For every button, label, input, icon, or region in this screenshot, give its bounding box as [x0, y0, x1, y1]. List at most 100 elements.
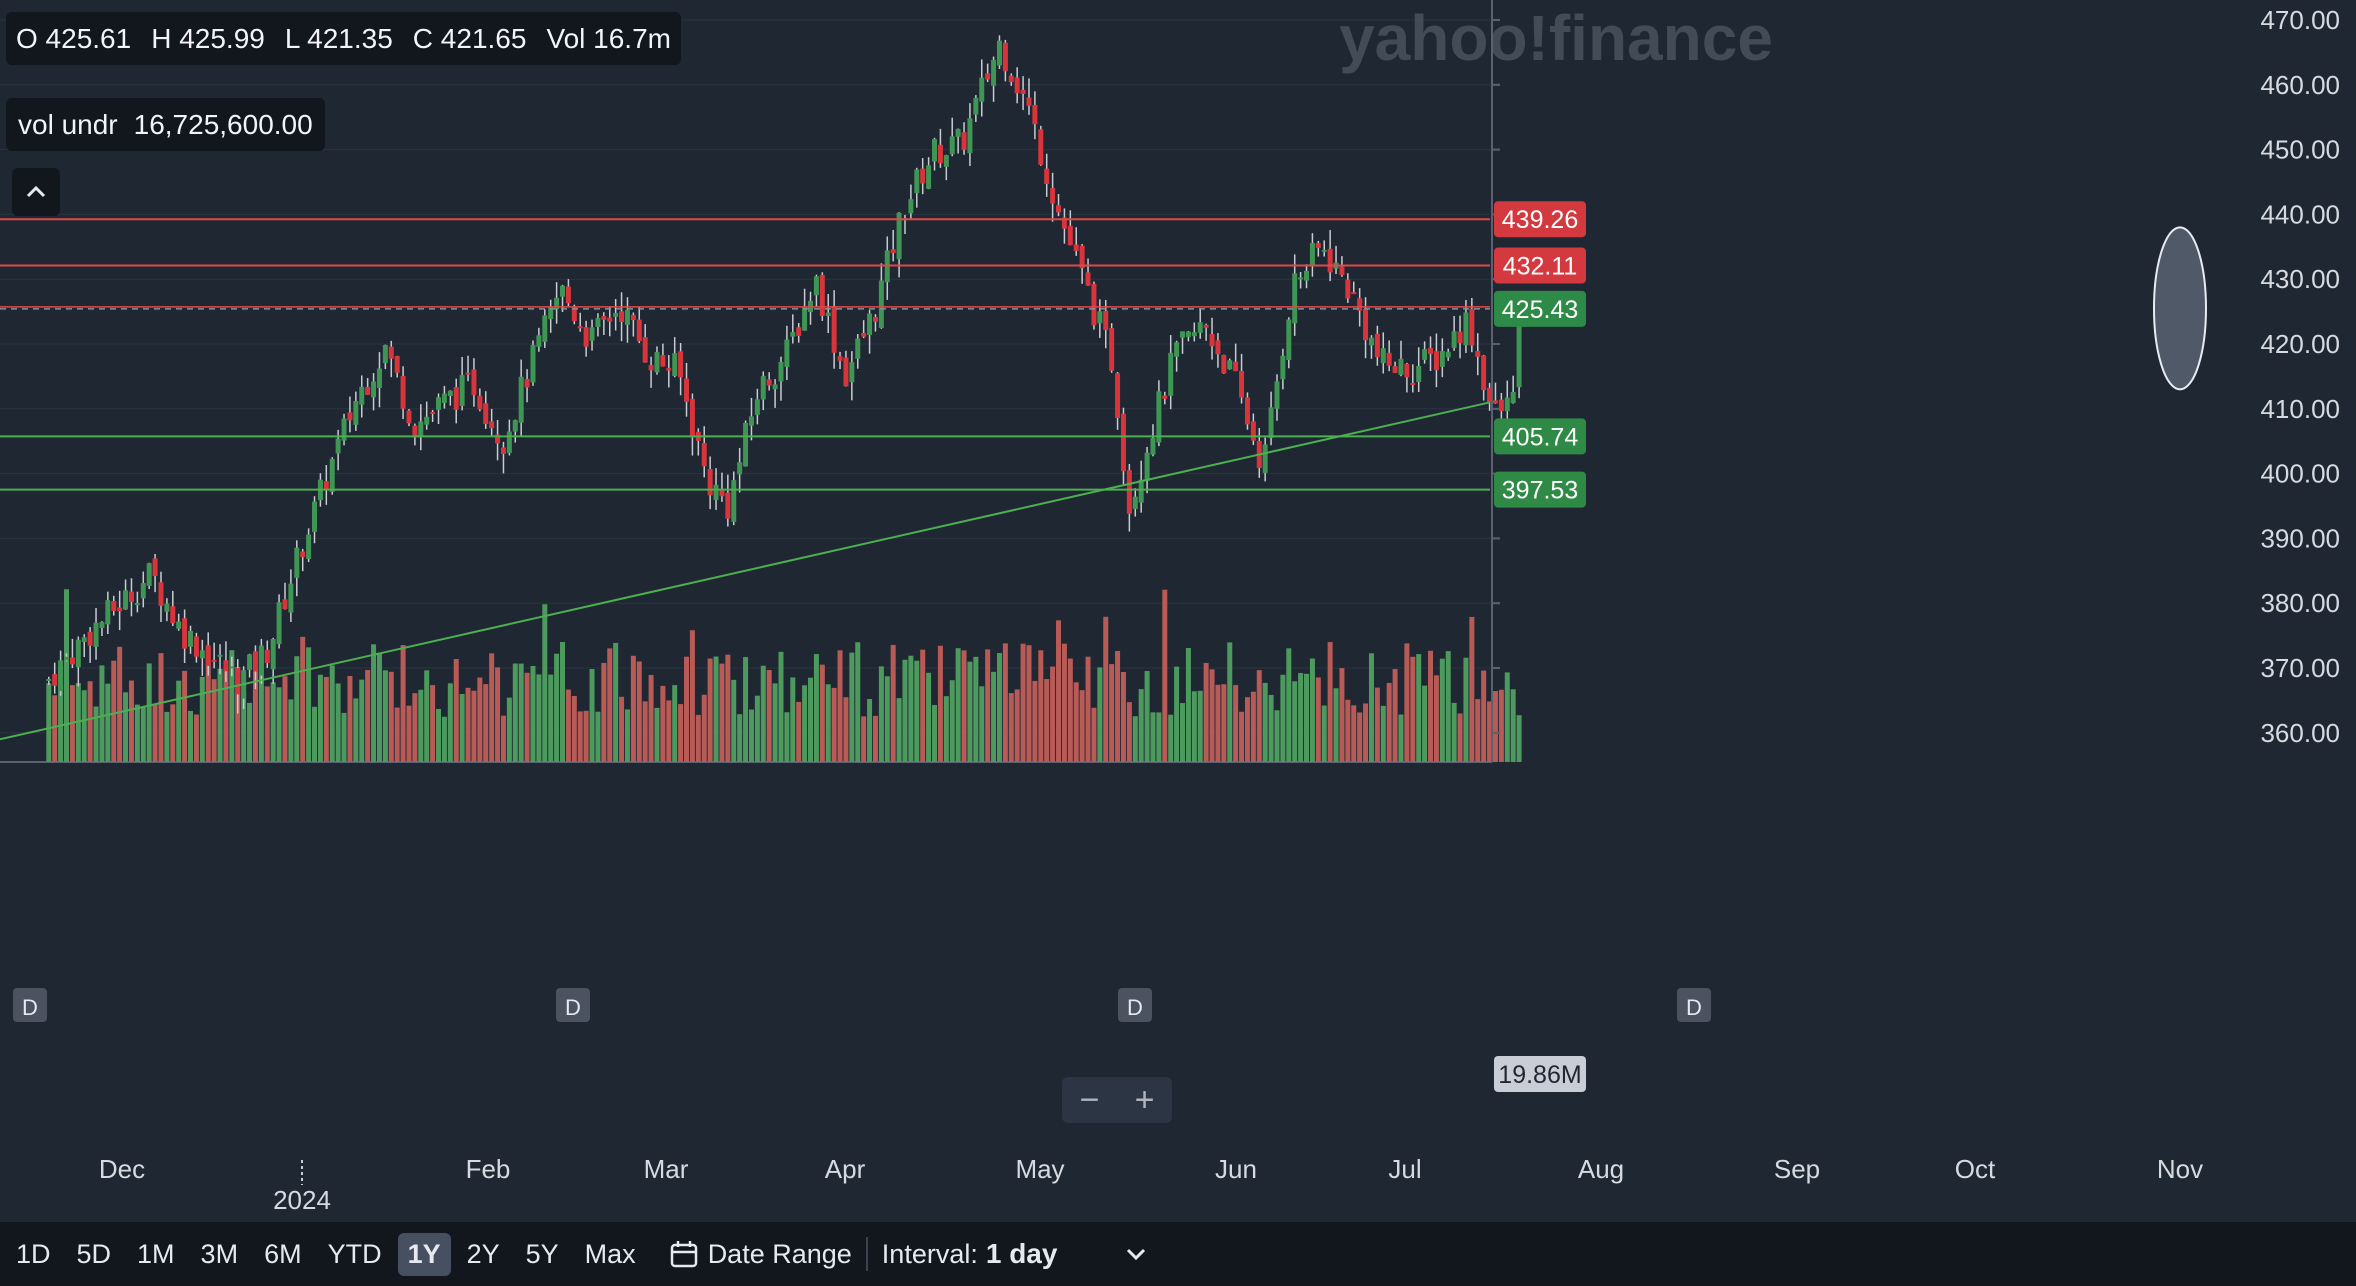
candle: [784, 339, 790, 367]
volume-bar: [1197, 690, 1203, 762]
volume-bar: [1262, 682, 1268, 762]
candle: [264, 649, 270, 664]
trendline[interactable]: [0, 401, 1491, 741]
range-5d[interactable]: 5D: [76, 1238, 112, 1269]
candle: [81, 637, 87, 643]
volume-bar: [1132, 716, 1138, 762]
candle: [731, 480, 737, 522]
candle: [247, 654, 253, 670]
volume-bar: [1073, 682, 1079, 762]
candle: [471, 369, 477, 396]
volume-bar: [973, 656, 979, 762]
candle: [140, 583, 146, 599]
candle: [123, 590, 129, 610]
candle: [1274, 381, 1280, 409]
range-1y[interactable]: 1Y: [397, 1232, 451, 1276]
interval-select[interactable]: Interval: 1 day: [882, 1238, 1148, 1270]
volume-bar: [1215, 684, 1221, 762]
candle: [991, 59, 997, 86]
candle: [565, 286, 571, 304]
dividend-marker-label: D: [1686, 995, 1702, 1020]
candle: [46, 679, 52, 682]
candle: [1002, 42, 1008, 72]
range-3m[interactable]: 3M: [200, 1238, 239, 1269]
range-6m[interactable]: 6M: [264, 1238, 302, 1269]
volume-bar: [725, 654, 731, 762]
volume-bar: [743, 657, 749, 762]
volume-bar: [164, 711, 170, 762]
candle: [1185, 331, 1191, 338]
volume-bar: [813, 654, 819, 762]
volume-bar: [843, 697, 849, 762]
volume-bar: [943, 696, 949, 762]
candle: [825, 312, 831, 317]
candle: [571, 307, 577, 322]
candle: [943, 155, 949, 167]
candle: [619, 311, 625, 322]
price-chart[interactable]: yahoo!finance 470.00 460.00 450.00 440.00 43…: [0, 0, 2356, 1222]
volume-bar: [489, 653, 495, 762]
candle: [648, 365, 654, 371]
volume-bar: [512, 663, 518, 762]
candle: [1487, 387, 1493, 403]
volume-bar: [565, 689, 571, 762]
volume-value: Vol 16.7m: [546, 22, 671, 54]
dividend-marker[interactable]: [1118, 988, 1152, 1022]
volume-bar: [1038, 650, 1044, 762]
volume-study-legend[interactable]: vol undr 16,725,600.00: [6, 98, 325, 151]
zoom-out-button[interactable]: −: [1079, 1080, 1100, 1119]
volume-bar: [985, 649, 991, 762]
volume-bar: [684, 656, 690, 762]
volume-bar: [87, 681, 93, 762]
y-tick-label: 450.00: [2260, 135, 2340, 165]
volume-bar: [376, 652, 382, 762]
candle: [684, 378, 690, 402]
candle: [654, 352, 660, 373]
ellipse-shape[interactable]: [2153, 226, 2207, 391]
volume-bar: [329, 665, 335, 762]
volume-bar: [1286, 648, 1292, 762]
range-2y[interactable]: 2Y: [466, 1238, 500, 1269]
trendline-line[interactable]: [0, 401, 1491, 741]
dividend-marker[interactable]: [13, 988, 47, 1022]
range-1d[interactable]: 1D: [16, 1238, 51, 1269]
candle: [105, 600, 111, 625]
candle: [1363, 309, 1369, 341]
volume-bar: [772, 683, 778, 762]
candle: [512, 420, 518, 432]
candle: [872, 317, 878, 322]
candle: [182, 618, 188, 649]
volume-bar: [926, 672, 932, 762]
volume-bar: [731, 679, 737, 762]
candle: [205, 645, 211, 666]
dividend-marker[interactable]: [556, 988, 590, 1022]
volume-bar: [1386, 682, 1392, 762]
range-5y[interactable]: 5Y: [525, 1238, 559, 1269]
dividend-marker[interactable]: [1677, 988, 1711, 1022]
volume-bar: [93, 706, 99, 762]
toolbar-divider: [865, 1237, 868, 1271]
volume-bar: [642, 701, 648, 762]
volume-bar: [595, 711, 601, 762]
volume-bar: [855, 642, 861, 762]
volume-bar: [1492, 691, 1498, 762]
volume-bar: [436, 708, 442, 762]
volume-bar: [1008, 693, 1014, 762]
date-range-button[interactable]: Date Range: [670, 1239, 852, 1270]
range-ytd[interactable]: YTD: [327, 1238, 382, 1269]
volume-bar: [1292, 681, 1298, 762]
collapse-legend-button[interactable]: [12, 168, 60, 216]
candle: [382, 344, 388, 364]
range-1m[interactable]: 1M: [137, 1238, 175, 1269]
volume-bar: [471, 690, 477, 762]
zoom-in-button[interactable]: +: [1134, 1080, 1155, 1119]
volume-bar: [128, 680, 134, 762]
candle: [937, 144, 943, 164]
y-tick-label: 390.00: [2260, 523, 2340, 553]
volume-bar: [831, 687, 837, 762]
candle: [1368, 337, 1374, 346]
volume-bar: [571, 695, 577, 762]
volume-bar: [400, 645, 406, 762]
highlight-ellipse[interactable]: [2153, 226, 2207, 391]
range-max[interactable]: Max: [584, 1238, 636, 1269]
